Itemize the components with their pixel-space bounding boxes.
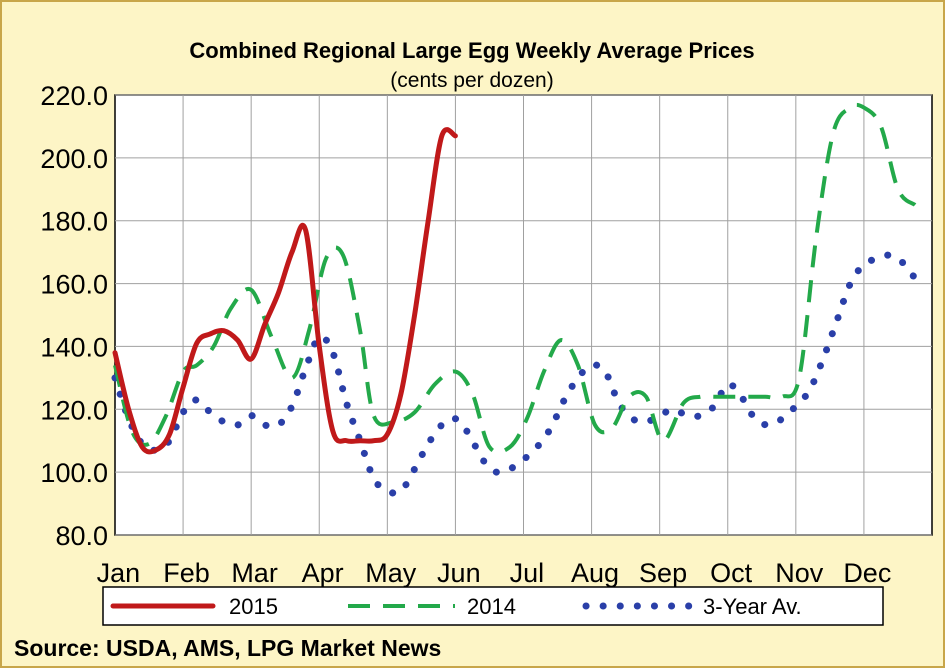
x-tick-label: May bbox=[365, 558, 417, 588]
legend-box bbox=[102, 586, 884, 626]
series-group bbox=[111, 102, 922, 497]
chart-subtitle: (cents per dozen) bbox=[390, 69, 553, 92]
y-tick-label: 180.0 bbox=[40, 207, 108, 237]
legend: 2015 2014 3-Year Av. bbox=[110, 594, 802, 619]
legend-label: 2014 bbox=[467, 594, 516, 619]
legend-label: 3-Year Av. bbox=[703, 594, 802, 619]
chart-title: Combined Regional Large Egg Weekly Avera… bbox=[189, 38, 754, 63]
x-axis-ticks: Jan Feb Mar Apr May Jun Jul Aug Sep Oct Nov Dec bbox=[97, 558, 892, 588]
x-tick-label: Aug bbox=[571, 558, 619, 588]
y-axis-ticks: 220.0 200.0 180.0 160.0 140.0 120.0 100.0 80.0 bbox=[40, 81, 108, 551]
x-tick-label: Jul bbox=[510, 558, 545, 588]
series-line-2014 bbox=[113, 102, 917, 455]
x-tick-label: Apr bbox=[302, 558, 344, 588]
series-line-2015 bbox=[112, 127, 458, 455]
y-tick-label: 100.0 bbox=[40, 458, 108, 488]
x-tick-label: Sep bbox=[639, 558, 687, 588]
gridlines bbox=[115, 94, 932, 536]
source-note: Source: USDA, AMS, LPG Market News bbox=[14, 635, 441, 661]
y-tick-label: 80.0 bbox=[55, 521, 108, 551]
x-tick-label: Jan bbox=[97, 558, 141, 588]
series-line-3-year-av bbox=[111, 251, 922, 497]
y-tick-label: 200.0 bbox=[40, 144, 108, 174]
x-tick-label: Nov bbox=[775, 558, 824, 588]
x-tick-label: Dec bbox=[843, 558, 891, 588]
legend-label: 2015 bbox=[229, 594, 278, 619]
y-tick-label: 220.0 bbox=[40, 81, 108, 111]
x-tick-label: Mar bbox=[231, 558, 278, 588]
y-tick-label: 160.0 bbox=[40, 270, 108, 300]
x-tick-label: Jun bbox=[437, 558, 481, 588]
x-tick-label: Oct bbox=[710, 558, 753, 588]
x-tick-label: Feb bbox=[163, 558, 210, 588]
y-tick-label: 140.0 bbox=[40, 332, 108, 362]
y-tick-label: 120.0 bbox=[40, 395, 108, 425]
